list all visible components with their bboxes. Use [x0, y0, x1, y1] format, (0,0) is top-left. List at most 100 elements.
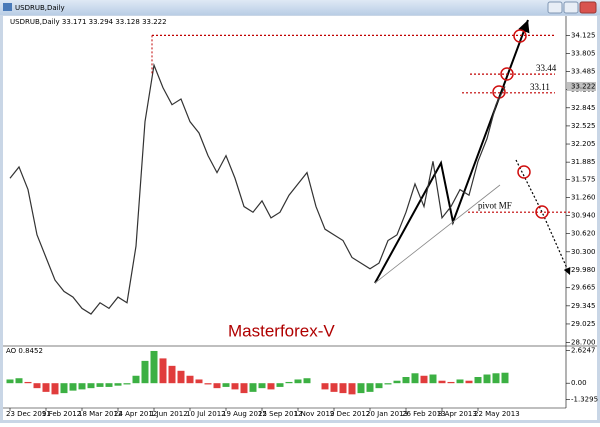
ao-bar	[303, 378, 311, 384]
y-tick-label: 33.805	[571, 49, 596, 57]
y-tick-label: 32.525	[571, 122, 596, 130]
y-tick-label: 31.260	[571, 193, 596, 201]
ao-bar	[330, 383, 338, 392]
ao-bar	[267, 383, 275, 390]
ao-bar	[384, 383, 392, 385]
ao-bar	[15, 378, 23, 384]
ao-header: AO 0.8452	[6, 347, 43, 355]
chart-area	[3, 16, 597, 420]
ao-bar	[33, 383, 41, 389]
ao-bar	[465, 380, 473, 384]
ao-bar	[195, 379, 203, 384]
ao-bar	[285, 381, 293, 384]
ao-bar	[87, 383, 95, 389]
ao-bar	[114, 383, 122, 386]
x-tick-label: 25 Sep 2012	[258, 410, 302, 418]
x-tick-label: 10 Jul 2012	[186, 410, 226, 418]
y-tick-label: 29.665	[571, 284, 596, 292]
y-tick-label: 2.6247	[571, 347, 596, 355]
ao-bar	[348, 383, 356, 395]
ao-bar	[123, 383, 131, 385]
ao-bar	[393, 380, 401, 384]
x-tick-label: 1 Nov 2012	[294, 410, 334, 418]
y-tick-label: 29.980	[571, 266, 596, 274]
target-label: 33.11	[530, 82, 550, 92]
y-tick-label: 29.345	[571, 302, 596, 310]
chart-header: USDRUB,Daily 33.171 33.294 33.128 33.222	[10, 18, 167, 26]
ao-bar	[357, 383, 365, 394]
ao-bar	[402, 376, 410, 384]
x-tick-label: 23 Dec 2011	[6, 410, 51, 418]
window-title: USDRUB,Daily	[15, 4, 65, 12]
ao-bar	[42, 383, 50, 392]
ao-bar	[420, 375, 428, 384]
ao-bar	[258, 383, 266, 389]
x-tick-label: 26 Feb 2013	[402, 410, 446, 418]
y-tick-label: 30.300	[571, 248, 596, 256]
target-circle	[517, 165, 531, 179]
price-line	[9, 62, 506, 315]
ao-bar	[222, 383, 230, 387]
ao-bar	[150, 350, 158, 384]
ao-bar	[321, 383, 329, 390]
ao-bar	[96, 383, 104, 387]
y-tick-label: 34.125	[571, 31, 596, 39]
ao-bar	[276, 383, 284, 387]
y-tick-label: 31.575	[571, 176, 596, 184]
ao-bar	[24, 381, 32, 384]
ao-bar	[231, 383, 239, 390]
target-circle	[513, 29, 527, 43]
ao-bar	[456, 379, 464, 384]
y-tick-label: 0.00	[571, 379, 587, 387]
support-line	[374, 184, 501, 284]
x-tick-label: 19 Aug 2012	[222, 410, 267, 418]
maximize-button[interactable]	[563, 1, 579, 14]
x-tick-label: 18 Mar 2012	[78, 410, 122, 418]
ao-bar	[132, 375, 140, 384]
y-tick-label: 30.620	[571, 230, 596, 238]
ao-bar	[6, 379, 14, 384]
ao-bar	[501, 372, 509, 384]
ao-bar	[141, 360, 149, 384]
ao-bar	[60, 383, 68, 394]
ao-bar	[339, 383, 347, 394]
last-price-label: 33.222	[571, 82, 596, 90]
ao-bar	[168, 365, 176, 384]
ao-bar	[366, 383, 374, 392]
last-price-box	[567, 81, 596, 91]
ao-bar	[69, 383, 77, 391]
y-tick-label: -1.3295	[571, 396, 598, 404]
ao-bar	[483, 374, 491, 384]
ao-bar	[429, 374, 437, 384]
ao-bar	[447, 381, 455, 384]
trend-line	[374, 19, 530, 284]
ao-bar	[249, 383, 257, 392]
ao-bar	[375, 383, 383, 389]
pivot-label: pivot MF	[478, 200, 512, 210]
close-button[interactable]	[579, 1, 597, 14]
title-bar	[0, 0, 600, 15]
projection-line	[515, 159, 571, 276]
ao-bar	[474, 376, 482, 384]
y-tick-label: 28.700	[571, 338, 596, 346]
ao-bar	[204, 383, 212, 385]
ao-bar	[438, 380, 446, 384]
ao-bar	[105, 383, 113, 387]
x-tick-label: 20 Jan 2013	[366, 410, 408, 418]
y-tick-label: 33.485	[571, 68, 596, 76]
target-circle	[500, 67, 514, 81]
ao-bar	[51, 383, 59, 395]
y-tick-label: 30.940	[571, 212, 596, 220]
window-icon	[3, 3, 12, 11]
minimize-button[interactable]	[547, 1, 563, 14]
ao-bar	[240, 383, 248, 394]
ao-bar	[213, 383, 221, 389]
x-tick-label: 9 Dec 2012	[330, 410, 370, 418]
x-tick-label: 8 Apr 2013	[438, 410, 477, 418]
y-tick-label: 31.885	[571, 158, 596, 166]
x-tick-label: 1 Jun 2012	[150, 410, 188, 418]
x-tick-label: 9 Feb 2012	[42, 410, 81, 418]
watermark: Masterforex-V	[228, 321, 335, 340]
x-tick-label: 24 Apr 2012	[114, 410, 157, 418]
